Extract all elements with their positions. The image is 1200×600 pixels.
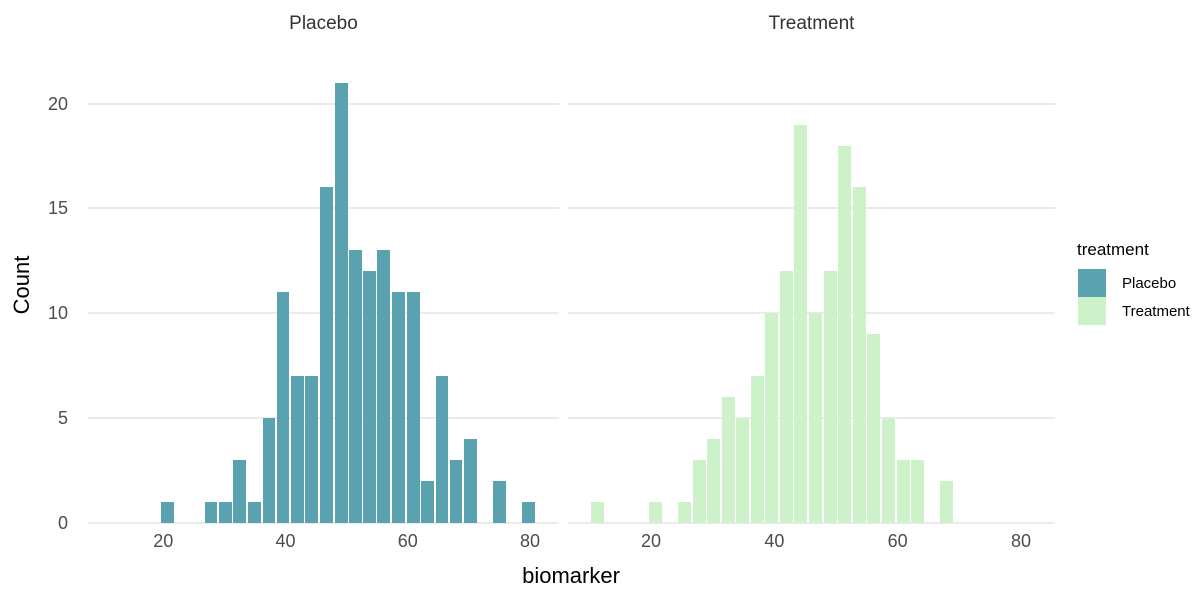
histogram-bar <box>334 82 348 523</box>
legend-label-placebo: Placebo <box>1122 274 1177 292</box>
histogram-bar <box>435 376 449 523</box>
facet-strip-placebo: Placebo <box>289 13 358 34</box>
gridline-y-20 <box>88 102 559 105</box>
x-tick-label: 80 <box>1011 531 1032 551</box>
panel-treatment: 20 40 60 80 <box>568 45 1055 551</box>
histogram-bar <box>721 397 735 523</box>
histogram-bar <box>794 124 808 523</box>
histogram-bar <box>320 187 333 523</box>
histogram-bar <box>751 376 765 523</box>
histogram-bar <box>939 481 953 523</box>
facet-strip-treatment: Treatment <box>768 13 855 34</box>
legend-swatch-placebo <box>1078 269 1106 297</box>
histogram-bar <box>464 439 478 523</box>
legend-item-treatment: Treatment <box>1070 297 1200 325</box>
histogram-bar <box>896 460 910 523</box>
histogram-bar <box>377 250 391 523</box>
histogram-bar <box>406 292 420 523</box>
histogram-bar <box>305 376 319 523</box>
y-tick-label: 15 <box>47 198 68 219</box>
gridline-y-15 <box>568 207 1055 210</box>
histogram-bar <box>276 292 290 523</box>
legend-swatch-treatment <box>1078 297 1106 325</box>
y-tick-label: 20 <box>47 93 68 114</box>
gridline-y-0 <box>568 522 1055 524</box>
histogram-bar <box>247 502 261 523</box>
histogram-bar <box>262 418 276 523</box>
y-tick-label: 5 <box>57 408 68 429</box>
histogram-bar <box>363 271 377 523</box>
histogram-bar <box>838 145 852 523</box>
histogram-bar <box>449 460 463 523</box>
histogram-bar <box>867 334 881 523</box>
gridline-y-0 <box>88 522 559 524</box>
histogram-bar <box>233 460 247 523</box>
panel-placebo: 20 40 60 80 <box>88 45 559 551</box>
histogram-bar <box>852 187 866 523</box>
x-tick-label: 40 <box>275 531 296 551</box>
histogram-bar <box>780 271 794 523</box>
histogram-bar <box>291 376 305 523</box>
histogram-bar <box>692 460 706 523</box>
x-tick-label: 80 <box>519 531 540 551</box>
histogram-bar <box>492 481 506 523</box>
legend-title: treatment <box>1077 240 1149 259</box>
histogram-bar <box>521 502 535 523</box>
x-tick-label: 60 <box>397 531 418 551</box>
histogram-bar <box>648 502 662 523</box>
histogram-bar <box>590 502 604 523</box>
histogram-bar <box>219 502 233 523</box>
histogram-bar <box>823 271 837 523</box>
histogram-bar <box>809 313 823 523</box>
x-tick-label: 40 <box>764 531 785 551</box>
x-tick-label: 60 <box>887 531 908 551</box>
y-axis-title: Count <box>9 255 34 315</box>
x-axis-title: biomarker <box>522 563 620 588</box>
legend-item-placebo: Placebo <box>1070 269 1200 297</box>
legend: treatment Placebo Treatment <box>1070 240 1200 325</box>
histogram-bar <box>420 481 434 523</box>
histogram-bar <box>161 502 174 523</box>
histogram-bar <box>204 502 218 523</box>
x-tick-label: 20 <box>640 531 662 551</box>
histogram-bar <box>348 250 362 523</box>
histogram-bar <box>392 292 405 523</box>
x-tick-label: 20 <box>153 531 174 551</box>
histogram-bar <box>678 502 692 523</box>
histogram-bar <box>881 418 895 523</box>
legend-label-treatment: Treatment <box>1122 302 1190 320</box>
histogram-bar <box>707 439 721 523</box>
histogram-bar <box>910 460 924 523</box>
y-tick-label: 0 <box>57 513 68 533</box>
histogram-bar <box>765 313 779 523</box>
histogram-bar <box>736 418 750 523</box>
y-tick-label: 10 <box>47 303 68 324</box>
gridline-y-20 <box>568 102 1055 105</box>
